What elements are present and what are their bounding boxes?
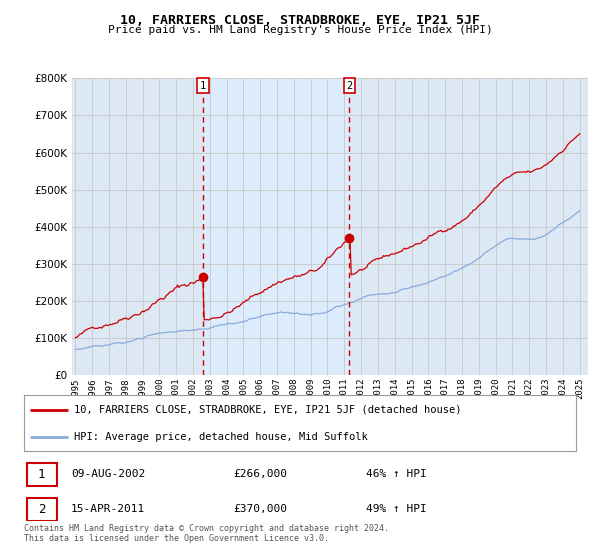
Text: 2: 2 [38, 503, 46, 516]
Text: 2: 2 [346, 81, 352, 91]
Text: Contains HM Land Registry data © Crown copyright and database right 2024.
This d: Contains HM Land Registry data © Crown c… [24, 524, 389, 543]
FancyBboxPatch shape [27, 498, 57, 521]
Text: 10, FARRIERS CLOSE, STRADBROKE, EYE, IP21 5JF: 10, FARRIERS CLOSE, STRADBROKE, EYE, IP2… [120, 14, 480, 27]
Bar [203, 78, 349, 375]
Text: 46% ↑ HPI: 46% ↑ HPI [366, 469, 427, 479]
Text: £370,000: £370,000 [234, 504, 288, 514]
Text: HPI: Average price, detached house, Mid Suffolk: HPI: Average price, detached house, Mid … [74, 432, 367, 442]
Text: 15-APR-2011: 15-APR-2011 [71, 504, 145, 514]
Text: 10, FARRIERS CLOSE, STRADBROKE, EYE, IP21 5JF (detached house): 10, FARRIERS CLOSE, STRADBROKE, EYE, IP2… [74, 405, 461, 415]
Text: Price paid vs. HM Land Registry's House Price Index (HPI): Price paid vs. HM Land Registry's House … [107, 25, 493, 35]
Text: 09-AUG-2002: 09-AUG-2002 [71, 469, 145, 479]
Text: 1: 1 [38, 468, 46, 481]
Text: £266,000: £266,000 [234, 469, 288, 479]
FancyBboxPatch shape [27, 463, 57, 486]
Text: 1: 1 [200, 81, 206, 91]
Text: 49% ↑ HPI: 49% ↑ HPI [366, 504, 427, 514]
